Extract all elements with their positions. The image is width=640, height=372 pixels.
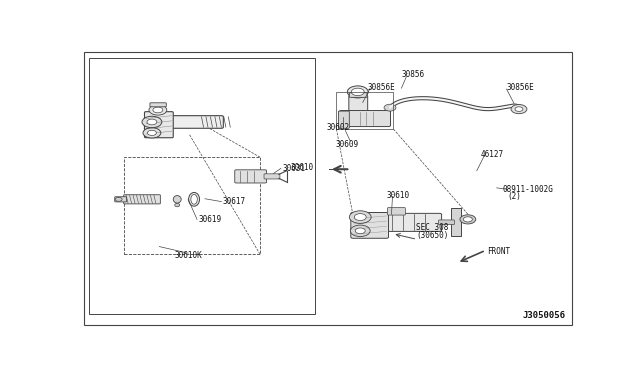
- Circle shape: [460, 215, 476, 224]
- FancyBboxPatch shape: [115, 197, 127, 202]
- Bar: [124, 157, 260, 254]
- FancyBboxPatch shape: [349, 95, 367, 111]
- Circle shape: [149, 105, 167, 115]
- Circle shape: [153, 107, 163, 113]
- Text: (30650): (30650): [416, 231, 449, 240]
- Circle shape: [511, 105, 527, 114]
- Text: 30856: 30856: [401, 70, 424, 79]
- Circle shape: [355, 228, 365, 234]
- Circle shape: [463, 217, 472, 222]
- Text: 30610: 30610: [387, 191, 410, 201]
- FancyBboxPatch shape: [124, 195, 161, 204]
- Polygon shape: [451, 208, 461, 236]
- Bar: [337, 92, 394, 129]
- Ellipse shape: [189, 192, 200, 206]
- FancyBboxPatch shape: [349, 93, 367, 97]
- FancyBboxPatch shape: [388, 208, 405, 215]
- Text: 30856E: 30856E: [367, 83, 396, 92]
- Text: 30610: 30610: [291, 163, 314, 172]
- Circle shape: [349, 211, 371, 223]
- FancyBboxPatch shape: [339, 110, 390, 126]
- Text: 30609: 30609: [335, 140, 358, 150]
- Circle shape: [348, 86, 368, 98]
- Circle shape: [147, 130, 156, 135]
- Text: 08911-1002G: 08911-1002G: [502, 185, 554, 194]
- FancyBboxPatch shape: [145, 112, 173, 138]
- Ellipse shape: [175, 203, 180, 207]
- Ellipse shape: [173, 196, 181, 203]
- Text: SEC 308: SEC 308: [416, 224, 449, 232]
- Text: 30617: 30617: [222, 197, 246, 206]
- Circle shape: [384, 104, 396, 111]
- Circle shape: [115, 197, 122, 201]
- Circle shape: [147, 119, 157, 125]
- FancyBboxPatch shape: [351, 212, 388, 238]
- FancyBboxPatch shape: [339, 111, 349, 128]
- Ellipse shape: [191, 195, 197, 204]
- FancyBboxPatch shape: [378, 214, 442, 231]
- Circle shape: [350, 225, 370, 237]
- FancyBboxPatch shape: [150, 103, 166, 107]
- Text: FRONT: FRONT: [486, 247, 510, 256]
- Circle shape: [351, 88, 364, 96]
- Text: 30619: 30619: [198, 215, 221, 224]
- Text: 30610K: 30610K: [174, 251, 202, 260]
- FancyBboxPatch shape: [163, 116, 223, 128]
- Text: 30602: 30602: [326, 123, 349, 132]
- Circle shape: [142, 116, 162, 128]
- FancyBboxPatch shape: [235, 170, 266, 183]
- FancyBboxPatch shape: [438, 220, 454, 225]
- Text: (2): (2): [508, 192, 522, 201]
- Circle shape: [355, 214, 366, 221]
- Bar: [89, 58, 315, 314]
- Text: 30631: 30631: [282, 164, 305, 173]
- Circle shape: [515, 107, 523, 111]
- Circle shape: [143, 128, 161, 138]
- FancyBboxPatch shape: [264, 174, 280, 179]
- Text: 46127: 46127: [481, 150, 504, 160]
- Text: J3050056: J3050056: [522, 311, 565, 320]
- Text: 30856E: 30856E: [507, 83, 534, 92]
